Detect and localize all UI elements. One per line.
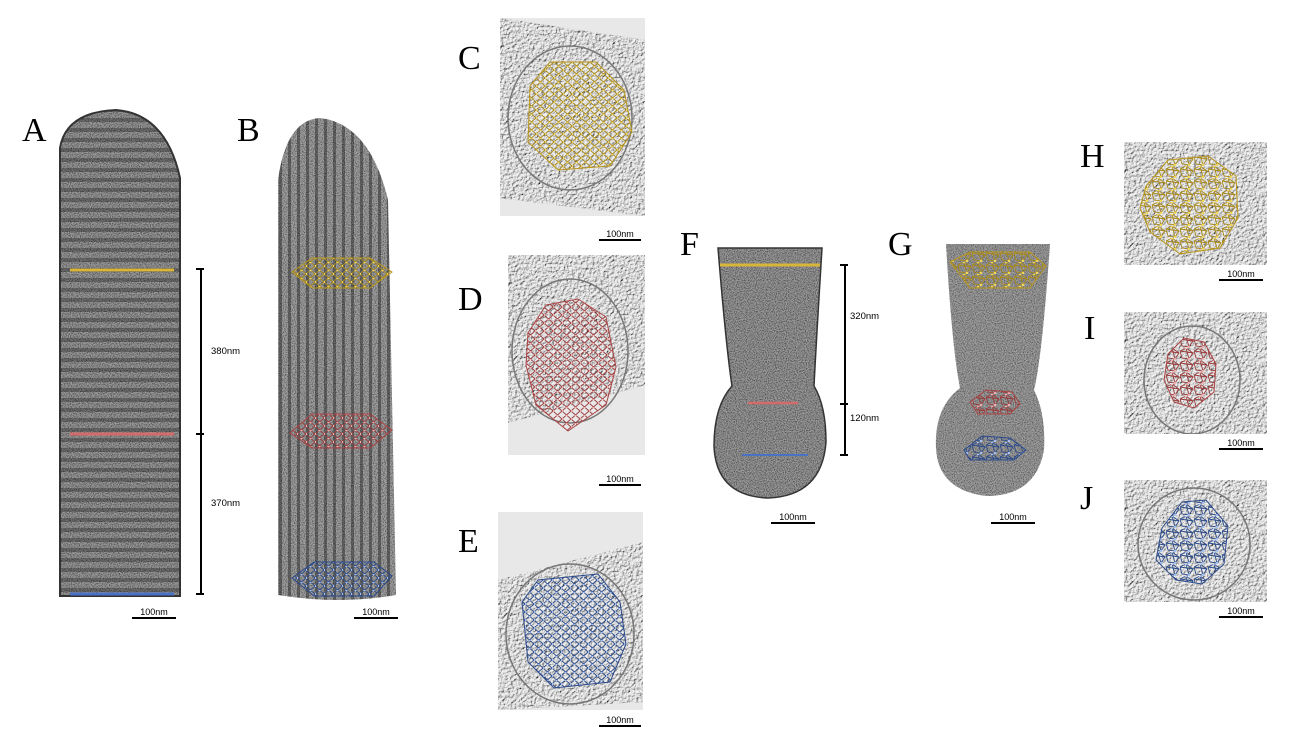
panel-label-f: F bbox=[680, 226, 699, 263]
scale-bar-e bbox=[599, 725, 641, 727]
scale-label-d: 100nm bbox=[606, 474, 634, 484]
tomogram-tip-image-f bbox=[713, 247, 827, 499]
panel-label-i: I bbox=[1084, 310, 1096, 347]
scale-label-h: 100nm bbox=[1227, 269, 1255, 279]
measure-label-380: 380nm bbox=[211, 346, 241, 357]
measure-line-f bbox=[844, 264, 846, 456]
measure-label-120: 120nm bbox=[850, 413, 880, 424]
scale-bar-h bbox=[1219, 279, 1263, 281]
cross-section-image-j bbox=[1124, 480, 1267, 602]
panel-label-b: B bbox=[237, 112, 260, 149]
scale-label-a: 100nm bbox=[140, 607, 168, 617]
panel-label-g: G bbox=[888, 226, 913, 263]
scale-bar-f bbox=[771, 522, 815, 524]
cross-section-image-i bbox=[1124, 312, 1267, 434]
scale-label-b: 100nm bbox=[362, 607, 390, 617]
panel-label-a: A bbox=[22, 112, 47, 149]
panel-label-d: D bbox=[458, 281, 483, 318]
panel-label-h: H bbox=[1080, 138, 1105, 175]
scale-label-g: 100nm bbox=[999, 512, 1027, 522]
cross-section-image-d bbox=[508, 255, 645, 455]
scale-label-i: 100nm bbox=[1227, 438, 1255, 448]
panel-label-c: C bbox=[458, 40, 481, 77]
scale-bar-b bbox=[354, 617, 398, 619]
tomogram-3d-rod-image-b bbox=[278, 118, 396, 600]
panel-label-e: E bbox=[458, 523, 479, 560]
cross-section-image-h bbox=[1124, 142, 1267, 265]
scale-bar-c bbox=[599, 239, 641, 241]
scale-bar-d bbox=[599, 484, 641, 486]
cross-section-image-c bbox=[500, 18, 645, 216]
scale-label-f: 100nm bbox=[779, 512, 807, 522]
cross-section-image-e bbox=[498, 512, 643, 710]
measure-line-a bbox=[200, 268, 202, 595]
tomogram-3d-tip-image-g bbox=[935, 244, 1050, 496]
scale-bar-j bbox=[1219, 616, 1263, 618]
measure-label-320: 320nm bbox=[850, 311, 880, 322]
scale-label-e: 100nm bbox=[606, 715, 634, 725]
scale-bar-i bbox=[1219, 448, 1263, 450]
measure-label-370: 370nm bbox=[211, 498, 241, 509]
scale-label-c: 100nm bbox=[606, 229, 634, 239]
scale-bar-g bbox=[991, 522, 1035, 524]
scale-bar-a bbox=[132, 617, 176, 619]
panel-label-j: J bbox=[1080, 480, 1094, 517]
tomogram-rod-image-a bbox=[59, 108, 181, 597]
scale-label-j: 100nm bbox=[1227, 606, 1255, 616]
